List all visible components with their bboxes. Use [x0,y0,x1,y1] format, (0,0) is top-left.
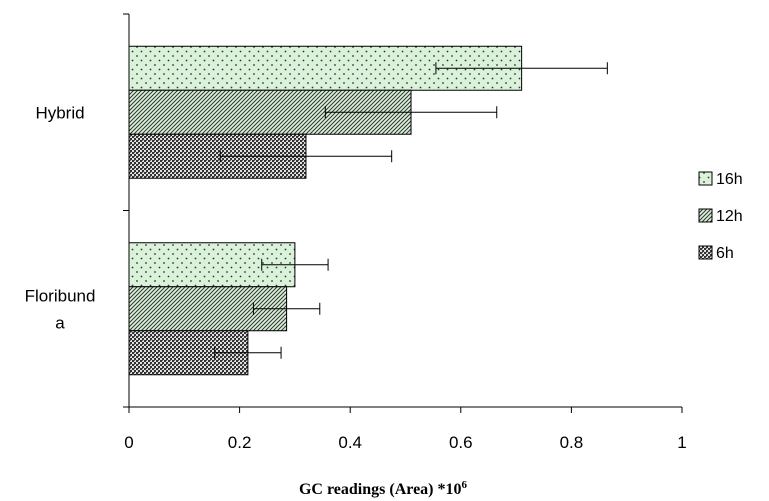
legend-item-6h: 6h [698,245,734,262]
error-bar-6h-floribunda [214,346,282,359]
error-bar-6h-hybrid [219,150,393,163]
category-label-floribunda: Floribund a [25,286,96,332]
error-bar-16h-hybrid [435,62,608,75]
axes-layer [123,13,683,413]
legend-label: 16h [716,171,743,188]
error-bar-12h-floribunda [252,302,321,315]
x-axis-label-superscript: 6 [462,479,468,491]
legend-label: 6h [716,245,734,262]
error-bar-16h-floribunda [261,258,329,271]
x-axis-label: GC readings (Area) *106 [299,479,468,498]
legend-swatch [698,245,713,260]
legend-swatch [698,171,713,186]
x-tick-label: 0.4 [338,433,362,452]
error-bars-layer [214,62,608,359]
legend-swatch [698,208,713,223]
legend-item-16h: 16h [698,171,743,188]
bars-layer [128,45,523,376]
error-bar-12h-hybrid [324,106,498,119]
x-tick-label: 0.2 [228,433,252,452]
legend-item-12h: 12h [698,208,743,225]
legend-label: 12h [716,208,743,225]
x-tick-label: 0.6 [449,433,473,452]
legend: 16h 12h 6h [698,171,743,262]
x-tick-label: 0.8 [560,433,584,452]
x-tick-label: 1 [677,433,686,452]
category-label-hybrid: Hybrid [35,103,84,122]
x-tick-label: 0 [124,433,133,452]
labels-layer: Hybrid Floribund a 0 0.2 0.4 0.6 0.8 1 [25,103,687,452]
